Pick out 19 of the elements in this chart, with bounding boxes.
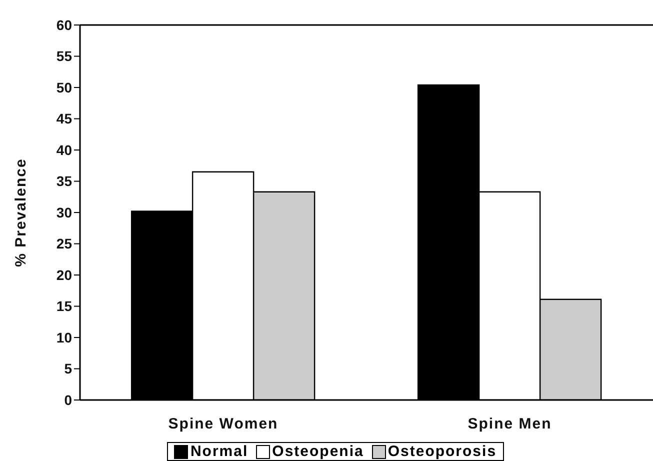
y-tick-label: 35 [56,173,72,190]
y-tick-label: 60 [56,16,72,33]
y-tick-label: 5 [64,360,72,377]
y-tick-label: 50 [56,79,72,96]
y-tick-label: 30 [56,204,72,220]
y-tick-label: 40 [56,142,72,158]
y-tick-label: 0 [64,392,72,408]
x-tick-label: Spine Women [168,416,278,433]
y-tick-label: 10 [56,329,72,346]
y-tick-label: 25 [56,236,72,252]
legend-label: Osteopenia [272,443,364,460]
y-tick-label: 55 [56,48,72,64]
y-tick-label: 15 [56,298,72,314]
x-tick-label: Spine Men [468,416,552,433]
legend-label: Normal [190,443,248,460]
legend-label: Osteoporosis [388,443,497,460]
y-axis-title: % Prevalence [12,158,30,267]
y-tick-label: 20 [56,266,72,283]
y-tick-label: 45 [56,110,72,127]
